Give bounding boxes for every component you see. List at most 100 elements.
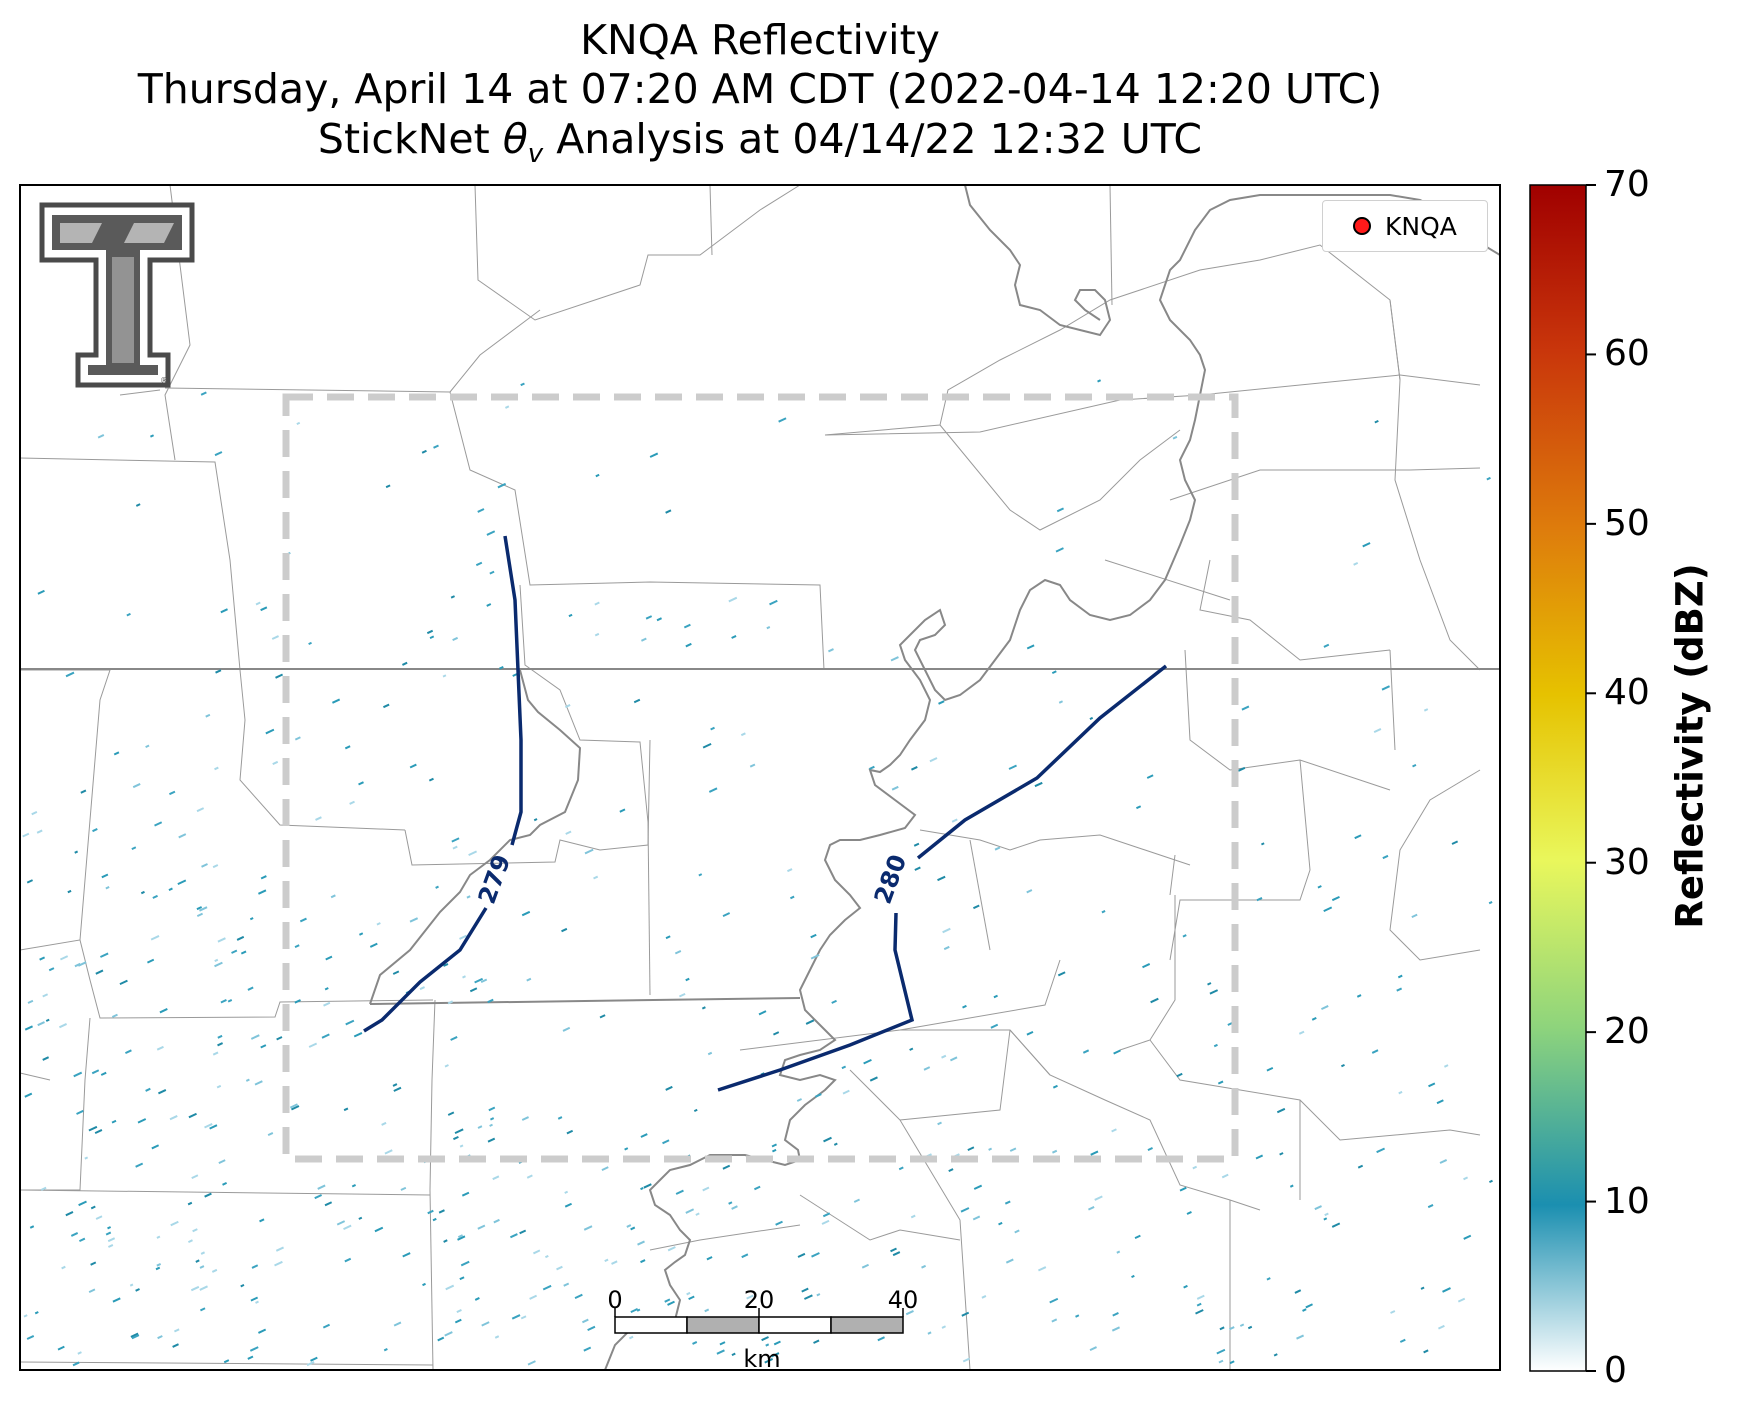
echo-speck bbox=[88, 1125, 98, 1132]
echo-speck bbox=[526, 977, 532, 982]
echo-speck bbox=[105, 1231, 112, 1236]
echo-speck bbox=[1331, 895, 1340, 902]
echo-speck bbox=[489, 1117, 495, 1121]
echo-speck bbox=[542, 1284, 552, 1291]
echo-speck bbox=[459, 934, 468, 940]
echo-speck bbox=[227, 999, 233, 1003]
echo-speck bbox=[509, 1233, 518, 1239]
echo-speck bbox=[822, 1212, 831, 1218]
echo-speck bbox=[1399, 1338, 1406, 1343]
echo-speck bbox=[100, 1071, 107, 1076]
echo-speck bbox=[1451, 840, 1459, 845]
echo-speck bbox=[37, 589, 45, 595]
title-line-3: StickNet θv Analysis at 04/14/22 12:32 U… bbox=[0, 116, 1520, 177]
echo-speck bbox=[1131, 1274, 1135, 1279]
echo-speck bbox=[131, 1334, 140, 1340]
echo-speck bbox=[260, 1044, 267, 1049]
contour-280-line-lower bbox=[717, 912, 915, 1092]
echo-speck bbox=[315, 816, 322, 821]
echo-speck bbox=[710, 726, 715, 731]
echo-speck bbox=[1463, 1176, 1469, 1181]
echo-speck bbox=[218, 1159, 226, 1165]
echo-speck bbox=[863, 1058, 872, 1065]
knqa-marker-icon bbox=[1353, 217, 1371, 235]
echo-speck bbox=[910, 766, 918, 771]
echo-speck bbox=[137, 1118, 147, 1124]
echo-speck bbox=[70, 1232, 79, 1237]
echo-speck bbox=[702, 1186, 710, 1192]
echo-speck bbox=[57, 1345, 65, 1351]
echo-speck bbox=[519, 1229, 527, 1235]
echo-speck bbox=[156, 1045, 164, 1051]
scale-tick-0: 0 bbox=[607, 1286, 623, 1314]
echo-speck bbox=[1273, 1353, 1278, 1357]
echo-speck bbox=[533, 818, 538, 822]
echo-speck bbox=[131, 846, 137, 851]
echo-speck bbox=[481, 1321, 490, 1327]
echo-speck bbox=[421, 449, 427, 454]
colorbar-tick-20: 20 bbox=[1604, 1011, 1650, 1053]
echo-speck bbox=[565, 704, 571, 709]
echo-speck bbox=[447, 1000, 454, 1005]
echo-speck bbox=[892, 1251, 901, 1257]
echo-speck bbox=[200, 391, 207, 396]
echo-speck bbox=[489, 1123, 493, 1127]
echo-speck bbox=[685, 642, 692, 648]
echo-speck bbox=[152, 894, 158, 899]
echo-speck bbox=[254, 1080, 263, 1086]
echo-speck bbox=[1207, 982, 1212, 986]
echo-speck bbox=[393, 1086, 402, 1092]
echo-speck bbox=[833, 1142, 838, 1146]
echo-speck bbox=[443, 1239, 448, 1243]
echo-speck bbox=[526, 1174, 533, 1179]
county-boundaries bbox=[20, 185, 1481, 1370]
echo-speck bbox=[563, 1282, 570, 1287]
echo-speck bbox=[196, 906, 203, 911]
echo-speck bbox=[942, 927, 951, 934]
echo-speck bbox=[566, 1129, 574, 1135]
echo-speck bbox=[260, 606, 268, 612]
echo-speck bbox=[950, 1056, 958, 1062]
legend-label: KNQA bbox=[1385, 211, 1457, 241]
echo-speck bbox=[201, 863, 208, 868]
echo-speck bbox=[59, 1023, 68, 1029]
echo-speck bbox=[135, 1162, 144, 1168]
echo-speck bbox=[459, 1144, 464, 1148]
echo-speck bbox=[343, 1107, 349, 1112]
echo-speck bbox=[454, 1128, 464, 1135]
echo-speck bbox=[1276, 1107, 1286, 1114]
echo-speck bbox=[645, 615, 653, 620]
echo-speck bbox=[801, 1287, 809, 1293]
echo-speck bbox=[533, 1249, 541, 1255]
echo-speck bbox=[599, 1014, 606, 1019]
echo-speck bbox=[1323, 906, 1333, 913]
echo-speck bbox=[1196, 1294, 1205, 1300]
echo-speck bbox=[324, 987, 329, 991]
echo-speck bbox=[1088, 1206, 1095, 1211]
echo-speck bbox=[188, 1112, 197, 1119]
echo-speck bbox=[78, 1200, 87, 1207]
echo-speck bbox=[1362, 542, 1371, 548]
echo-speck bbox=[1323, 643, 1330, 648]
echo-speck bbox=[324, 1201, 333, 1207]
echo-speck bbox=[813, 1339, 820, 1344]
echo-speck bbox=[960, 1207, 970, 1213]
echo-speck bbox=[1209, 989, 1219, 995]
echo-speck bbox=[1229, 1326, 1235, 1331]
echo-speck bbox=[438, 1209, 445, 1214]
echo-speck bbox=[731, 1352, 736, 1357]
echo-speck bbox=[630, 1308, 639, 1314]
echo-speck bbox=[665, 935, 671, 940]
echo-speck bbox=[722, 912, 731, 918]
echo-speck bbox=[159, 1008, 168, 1014]
colorbar-tick-70: 70 bbox=[1604, 164, 1650, 205]
echo-speck bbox=[90, 1205, 96, 1210]
theta-subscript: v bbox=[527, 139, 544, 170]
echo-speck bbox=[442, 674, 447, 678]
echo-speck bbox=[480, 978, 488, 984]
echo-speck bbox=[828, 648, 834, 653]
echo-speck bbox=[775, 1220, 783, 1226]
colorbar-label: Reflectivity (dBZ) bbox=[1668, 563, 1712, 929]
echo-speck bbox=[1373, 728, 1382, 734]
echo-speck bbox=[27, 999, 34, 1004]
